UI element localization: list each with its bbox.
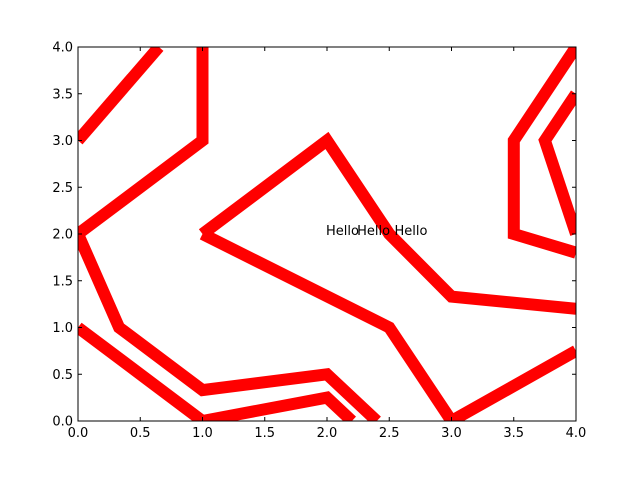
- y-tick-label: 2.5: [52, 181, 73, 196]
- y-tick-label: 1.5: [52, 274, 73, 289]
- y-tick-label: 3.0: [52, 134, 73, 149]
- x-tick-label: 1.0: [192, 426, 213, 441]
- annotation-text-2: Hello: [357, 224, 390, 239]
- y-tick-label: 0.5: [52, 368, 73, 383]
- y-tick-label: 4.0: [52, 41, 73, 56]
- tick-layer: 0.0 0.5 1.0 1.5 2.0 2.5 3.0 3.5 4.0 0.0 0.5 1.0 1.5 2…: [52, 41, 586, 442]
- series-layer: [78, 47, 576, 421]
- x-tick-label: 3.5: [503, 426, 524, 441]
- x-tick-label: 0.5: [130, 426, 151, 441]
- annotation-text-3: Hello: [394, 224, 427, 239]
- x-tick-label: 0.0: [68, 426, 89, 441]
- contour-line-4: [78, 322, 357, 421]
- contour-line-7: [507, 47, 576, 259]
- y-tick-label: 3.5: [52, 87, 73, 102]
- annotation-text-1: Hello: [326, 224, 359, 239]
- contour-line-2: [78, 47, 381, 421]
- y-tick-label: 1.0: [52, 321, 73, 336]
- x-tick-label: 4.0: [566, 426, 587, 441]
- contour-line-1: [78, 47, 164, 145]
- y-tick-label: 0.0: [52, 415, 73, 430]
- contour-line-8: [538, 90, 576, 236]
- contour-line-5: [198, 131, 576, 315]
- contour-line-6: [199, 228, 576, 421]
- y-tick-label: 2.0: [52, 228, 73, 243]
- x-tick-label: 3.0: [441, 426, 462, 441]
- x-tick-label: 2.0: [317, 426, 338, 441]
- x-tick-label: 1.5: [254, 426, 275, 441]
- x-tick-label: 2.5: [379, 426, 400, 441]
